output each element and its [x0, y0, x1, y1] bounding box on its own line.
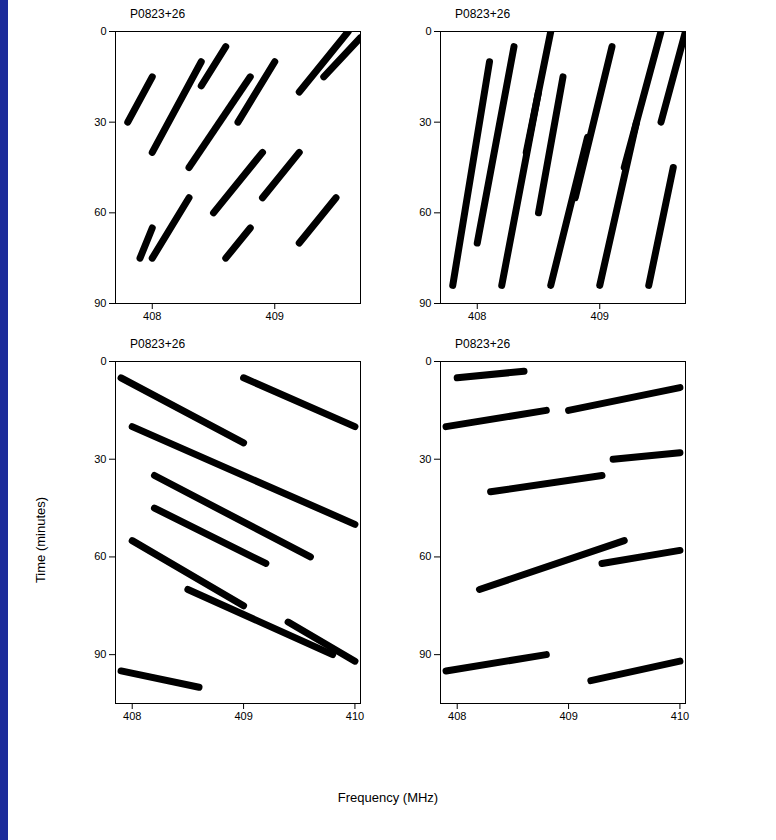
html-text:P0823+26: P0823+26 — [455, 337, 511, 351]
svg-text:60: 60 — [419, 550, 431, 562]
svg-text:90: 90 — [419, 648, 431, 660]
svg-text:30: 30 — [94, 453, 106, 465]
svg-text:0: 0 — [425, 355, 431, 367]
html-text:P0823+26: P0823+26 — [455, 7, 511, 21]
svg-text:90: 90 — [94, 297, 106, 309]
svg-text:408: 408 — [468, 310, 486, 322]
svg-text:30: 30 — [94, 116, 106, 128]
svg-text:90: 90 — [94, 648, 106, 660]
svg-text:0: 0 — [425, 25, 431, 37]
svg-text:410: 410 — [346, 710, 364, 722]
svg-text:30: 30 — [419, 116, 431, 128]
svg-text:60: 60 — [94, 206, 106, 218]
svg-text:409: 409 — [266, 310, 284, 322]
svg-text:0: 0 — [100, 25, 106, 37]
svg-text:60: 60 — [419, 206, 431, 218]
html-text:P0823+26: P0823+26 — [130, 337, 186, 351]
svg-text:409: 409 — [591, 310, 609, 322]
svg-text:409: 409 — [234, 710, 252, 722]
svg-text:409: 409 — [559, 710, 577, 722]
svg-text:30: 30 — [419, 453, 431, 465]
svg-text:408: 408 — [448, 710, 466, 722]
html-text:Frequency (MHz): Frequency (MHz) — [337, 790, 439, 805]
html-text:Time (minutes): Time (minutes) — [32, 496, 48, 584]
svg-text:408: 408 — [143, 310, 161, 322]
svg-text:0: 0 — [100, 355, 106, 367]
svg-text:410: 410 — [671, 710, 689, 722]
svg-text:408: 408 — [123, 710, 141, 722]
html-text:P0823+26: P0823+26 — [130, 7, 186, 21]
svg-text:60: 60 — [94, 550, 106, 562]
svg-text:90: 90 — [419, 297, 431, 309]
